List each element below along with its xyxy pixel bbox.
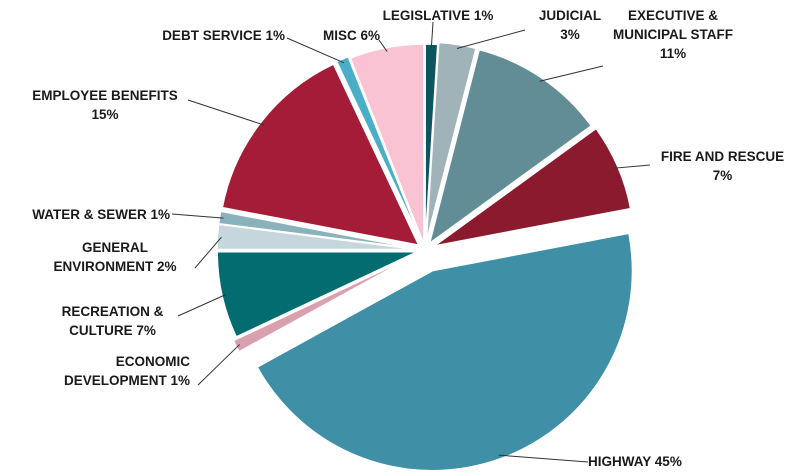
category-label: JUDICIAL <box>538 8 602 23</box>
slice-label: DEBT SERVICE 1% <box>130 26 285 45</box>
value-label: 1% <box>265 28 285 43</box>
category-label: DEBT SERVICE <box>162 28 262 43</box>
category-label: FIRE AND RESCUE <box>660 149 785 164</box>
value-label: 15% <box>91 107 119 122</box>
pie-slice <box>425 41 477 243</box>
category-label: EXECUTIVE & MUNICIPAL STAFF <box>613 8 733 42</box>
pie-slice <box>216 223 418 251</box>
slice-label: ECONOMIC DEVELOPMENT 1% <box>40 352 190 390</box>
leader-line <box>430 21 434 49</box>
category-label: HIGHWAY <box>588 454 652 469</box>
value-label: 1% <box>473 8 494 23</box>
slice-label: JUDICIAL 3% <box>515 6 625 44</box>
leader-line <box>456 29 526 49</box>
slice-label: GENERAL ENVIRONMENT 2% <box>40 238 190 276</box>
leader-line <box>187 99 264 126</box>
value-label: 7% <box>136 323 156 338</box>
slice-label: MISC 6% <box>290 26 380 45</box>
slice-label: WATER & SEWER 1% <box>5 205 170 224</box>
leader-line <box>498 454 589 463</box>
category-label: WATER & SEWER <box>32 207 147 222</box>
leader-line <box>194 236 222 269</box>
leader-line <box>171 213 224 219</box>
pie-slice <box>221 63 420 247</box>
slice-label: EXECUTIVE & MUNICIPAL STAFF 11% <box>598 6 748 63</box>
category-label: MISC <box>322 28 357 43</box>
pie-slice <box>216 250 418 338</box>
value-label: 6% <box>360 28 380 43</box>
leader-line <box>539 65 604 82</box>
pie-slice <box>256 232 634 472</box>
slice-label: LEGISLATIVE 1% <box>378 6 498 25</box>
pie-slice <box>349 43 425 245</box>
value-label: 3% <box>560 27 580 42</box>
value-label: 11% <box>659 46 687 61</box>
category-label: LEGISLATIVE <box>382 8 471 23</box>
value-label: 1% <box>170 373 190 388</box>
category-label: ECONOMIC DEVELOPMENT <box>63 354 190 388</box>
value-label: 45% <box>654 454 682 469</box>
pie-slice <box>433 127 632 247</box>
leader-line <box>614 164 651 169</box>
value-label: 7% <box>712 168 733 183</box>
pie-slice <box>428 48 593 246</box>
category-label: GENERAL ENVIRONMENT <box>53 240 154 274</box>
leader-line <box>197 344 241 386</box>
category-label: RECREATION & CULTURE <box>61 304 164 338</box>
slice-label: EMPLOYEE BENEFITS 15% <box>20 86 190 124</box>
slice-label: HIGHWAY 45% <box>588 452 718 471</box>
category-label: EMPLOYEE BENEFITS <box>32 88 178 103</box>
leader-line <box>378 39 388 52</box>
value-label: 1% <box>150 207 170 222</box>
slice-label: RECREATION & CULTURE 7% <box>50 302 175 340</box>
pie-slice <box>335 55 423 243</box>
leader-line <box>286 37 345 64</box>
slice-label: FIRE AND RESCUE 7% <box>645 147 794 185</box>
pie-slice <box>232 254 415 353</box>
leader-line <box>177 294 227 317</box>
value-label: 2% <box>157 259 177 274</box>
